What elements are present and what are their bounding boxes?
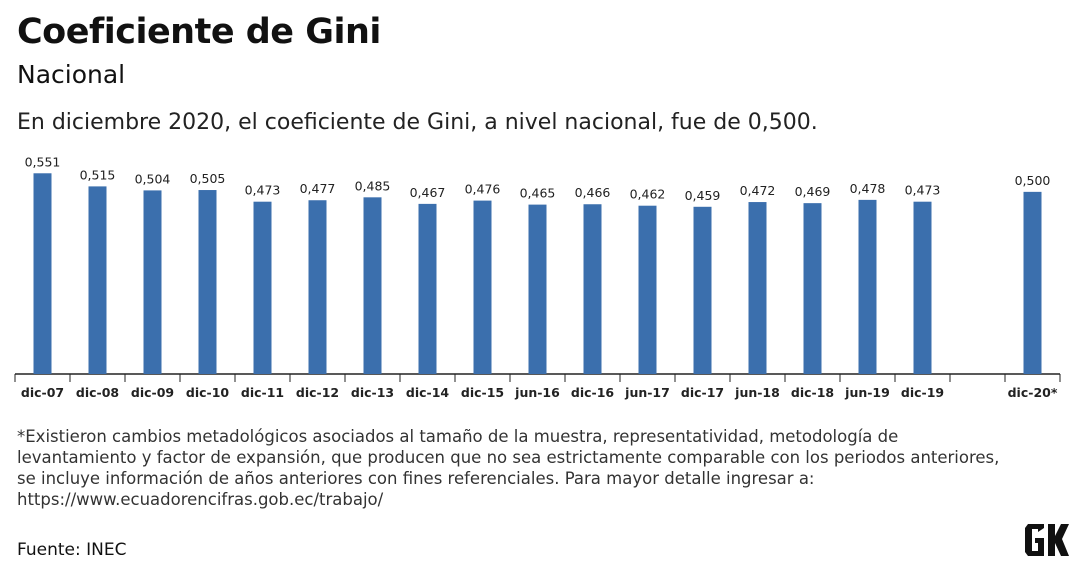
x-tick-label: dic-14 [406, 385, 450, 400]
bar [1023, 191, 1042, 374]
x-tick-label: dic-07 [21, 385, 64, 400]
x-tick-label: dic-13 [351, 385, 394, 400]
x-tick-label: dic-17 [681, 385, 724, 400]
bar-value-label: 0,478 [850, 181, 886, 196]
x-tick-label: jun-17 [624, 385, 670, 400]
bar [253, 201, 272, 374]
x-tick-label: jun-18 [734, 385, 780, 400]
bar-value-label: 0,505 [190, 171, 226, 186]
bar-value-label: 0,485 [355, 178, 391, 193]
bar-value-label: 0,515 [80, 167, 116, 182]
bar [198, 190, 217, 374]
bar-value-label: 0,477 [300, 181, 336, 196]
bar [473, 200, 492, 374]
x-tick-label: dic-10 [186, 385, 230, 400]
bar-value-label: 0,551 [25, 154, 61, 169]
bar [638, 205, 657, 374]
x-tick-label: dic-16 [571, 385, 615, 400]
x-tick-label: dic-11 [241, 385, 284, 400]
gk-logo [1025, 524, 1069, 556]
bar [33, 173, 52, 374]
bar [143, 190, 162, 374]
bar-value-label: 0,462 [630, 187, 666, 202]
bar-chart: 0,551 dic-07 0,515 dic-08 0,504 dic-09 0,505 di… [14, 154, 1061, 400]
bar [913, 201, 932, 374]
bar-value-label: 0,472 [740, 183, 776, 198]
x-tick-label: jun-16 [514, 385, 560, 400]
bar-value-label: 0,473 [905, 183, 941, 198]
bar-value-label: 0,473 [245, 183, 281, 198]
x-tick-label: jun-19 [844, 385, 890, 400]
bar-value-label: 0,504 [135, 171, 171, 186]
bar-value-label: 0,466 [575, 185, 611, 200]
x-tick-label: dic-08 [76, 385, 119, 400]
chart-subtitle: Nacional [17, 60, 126, 89]
chart-title: Coeficiente de Gini [17, 12, 381, 52]
source-label: Fuente: INEC [17, 540, 127, 560]
bar [803, 203, 822, 374]
bar-value-label: 0,469 [795, 184, 831, 199]
bar-value-label: 0,500 [1015, 173, 1051, 188]
bar [418, 203, 437, 374]
bar [583, 204, 602, 374]
methodology-note: *Existieron cambios metadológicos asocia… [17, 427, 1000, 509]
bar [858, 199, 877, 374]
bar-value-label: 0,459 [685, 188, 721, 203]
bar [748, 202, 767, 374]
bar [363, 197, 382, 374]
x-tick-label: dic-15 [461, 385, 504, 400]
x-tick-label: dic-09 [131, 385, 174, 400]
x-tick-label: dic-12 [296, 385, 339, 400]
x-tick-label: dic-19 [901, 385, 944, 400]
bar-value-label: 0,465 [520, 186, 556, 201]
chart-description: En diciembre 2020, el coeficiente de Gin… [17, 110, 818, 135]
x-tick-label: dic-18 [791, 385, 834, 400]
bar-value-label: 0,476 [465, 182, 501, 197]
bar [693, 206, 712, 374]
bar [308, 200, 327, 374]
bar [88, 186, 107, 374]
bar [528, 204, 547, 374]
bar-value-label: 0,467 [410, 185, 446, 200]
x-tick-label: dic-20* [1008, 385, 1058, 400]
